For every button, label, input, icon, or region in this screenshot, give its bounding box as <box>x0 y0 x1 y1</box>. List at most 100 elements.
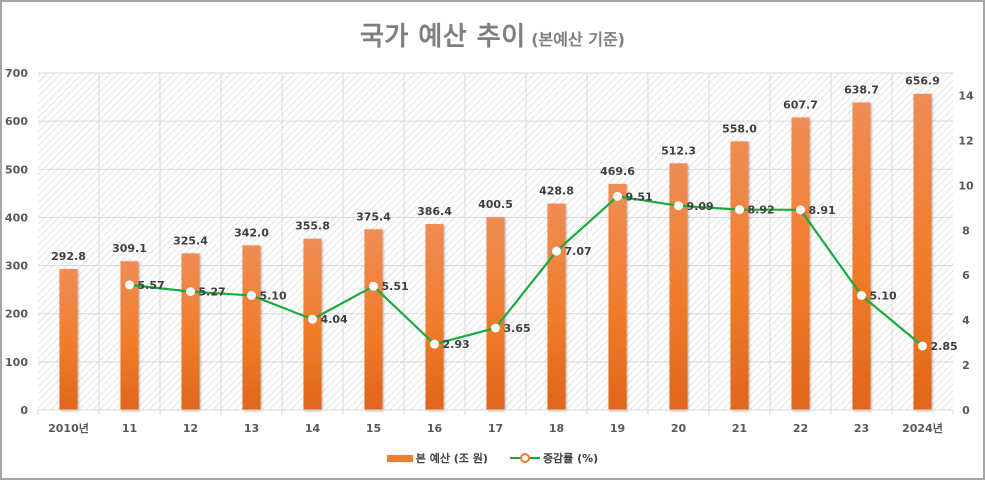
bar <box>364 229 383 410</box>
y-left-tick-label: 0 <box>20 404 28 417</box>
y-left-tick-label: 500 <box>5 163 28 176</box>
bar <box>547 203 566 410</box>
chart-title-main: 국가 예산 추이 <box>360 22 526 52</box>
bar-data-label: 558.0 <box>722 122 757 135</box>
x-tick-label: 23 <box>854 422 869 435</box>
bar-data-label: 325.4 <box>173 234 208 247</box>
bar-data-label: 309.1 <box>112 242 147 255</box>
rate-point <box>125 280 134 290</box>
y-right-tick-label: 12 <box>958 134 973 147</box>
rate-point <box>674 201 683 211</box>
bar <box>59 269 78 410</box>
legend-item-budget[interactable]: 본 예산 (조 원) <box>386 450 488 466</box>
bar <box>852 102 871 411</box>
bar-data-label: 512.3 <box>661 144 696 157</box>
chart-title: 국가 예산 추이 (본예산 기준) <box>0 16 985 53</box>
bar <box>242 245 261 410</box>
bar <box>486 217 505 410</box>
x-tick-label: 16 <box>427 422 443 435</box>
bar-data-label: 469.6 <box>600 165 635 178</box>
y-left-tick-label: 300 <box>5 260 28 273</box>
legend-bar-swatch <box>386 454 413 462</box>
x-tick-label: 20 <box>671 422 687 435</box>
bar-data-label: 607.7 <box>783 98 818 111</box>
x-tick-label: 13 <box>244 422 259 435</box>
bar <box>181 253 200 410</box>
bar-data-label: 342.0 <box>234 226 269 239</box>
bar-data-label: 386.4 <box>417 205 452 218</box>
y-right-tick-label: 14 <box>958 89 974 102</box>
bar-data-label: 638.7 <box>844 84 879 97</box>
rate-point <box>857 290 866 300</box>
y-left-tick-label: 100 <box>5 356 28 369</box>
legend-line-swatch <box>509 452 540 464</box>
x-tick-label: 21 <box>732 422 747 435</box>
rate-point <box>613 191 622 201</box>
x-tick-label: 15 <box>366 422 381 435</box>
y-right-tick-label: 0 <box>962 404 970 417</box>
rate-data-label: 8.91 <box>809 204 836 217</box>
rate-point <box>552 246 561 256</box>
rate-point <box>918 341 927 351</box>
bar <box>303 238 322 410</box>
data-labels: 292.8 309.1 325.4 342.0 355.8 375.4 386.4 400.5… <box>51 75 958 353</box>
rate-data-label: 5.57 <box>138 279 165 292</box>
y-left-tick-label: 600 <box>5 115 28 128</box>
chart-title-sub: (본예산 기준) <box>531 30 625 49</box>
rate-point <box>369 281 378 291</box>
rate-data-label: 3.65 <box>504 322 531 335</box>
rate-line <box>125 191 927 351</box>
bar <box>608 183 627 410</box>
bar-data-label: 292.8 <box>51 250 86 263</box>
y-right-tick-label: 4 <box>962 314 970 327</box>
rate-data-label: 2.93 <box>443 338 470 351</box>
rate-point <box>247 290 256 300</box>
rate-point <box>491 323 500 333</box>
legend-label-budget: 본 예산 (조 원) <box>415 452 488 465</box>
rate-data-label: 4.04 <box>321 313 348 326</box>
bar-data-label: 428.8 <box>539 185 574 198</box>
bar-data-label: 656.9 <box>905 75 940 88</box>
rate-data-label: 2.85 <box>931 340 958 353</box>
rate-data-label: 9.09 <box>687 200 714 213</box>
bar <box>120 261 139 410</box>
rate-line-path <box>129 195 924 347</box>
y-left-tick-label: 200 <box>5 308 28 321</box>
rate-point <box>796 205 805 215</box>
bar-data-label: 375.4 <box>356 210 391 223</box>
bar <box>425 223 444 410</box>
y-right-tick-label: 8 <box>962 224 970 237</box>
rate-point <box>186 287 195 297</box>
y-left-tick-label: 400 <box>5 211 28 224</box>
bar <box>730 141 749 410</box>
x-tick-label: 18 <box>549 422 564 435</box>
x-tick-label: 17 <box>488 422 503 435</box>
legend: 본 예산 (조 원) 증감률 (%) <box>0 450 985 466</box>
axes: 0 100 200 300 400 500 600 700 0 2 4 6 8 10 12 14 2010년 11… <box>5 67 974 435</box>
rate-point <box>735 205 744 215</box>
rate-data-label: 5.27 <box>199 286 226 299</box>
y-right-tick-label: 10 <box>958 179 974 192</box>
rate-data-label: 5.51 <box>382 280 409 293</box>
rate-point <box>308 314 317 324</box>
x-tick-label: 22 <box>793 422 808 435</box>
x-tick-label: 11 <box>122 422 137 435</box>
bar <box>791 117 810 411</box>
bar <box>913 93 932 410</box>
rate-data-label: 9.51 <box>626 190 653 203</box>
rate-data-label: 8.92 <box>748 204 775 217</box>
legend-label-rate: 증감률 (%) <box>542 452 599 465</box>
y-left-tick-label: 700 <box>5 67 28 80</box>
rate-point <box>430 339 439 349</box>
x-tick-label: 19 <box>610 422 625 435</box>
bar <box>669 163 688 410</box>
x-tick-label: 14 <box>305 422 321 435</box>
rate-data-label: 5.10 <box>260 289 287 302</box>
y-right-tick-label: 2 <box>962 359 970 372</box>
bar-data-label: 355.8 <box>295 220 330 233</box>
y-right-tick-label: 6 <box>962 269 970 282</box>
legend-item-rate[interactable]: 증감률 (%) <box>509 450 599 466</box>
bars <box>59 93 932 411</box>
rate-data-label: 5.10 <box>870 289 897 302</box>
